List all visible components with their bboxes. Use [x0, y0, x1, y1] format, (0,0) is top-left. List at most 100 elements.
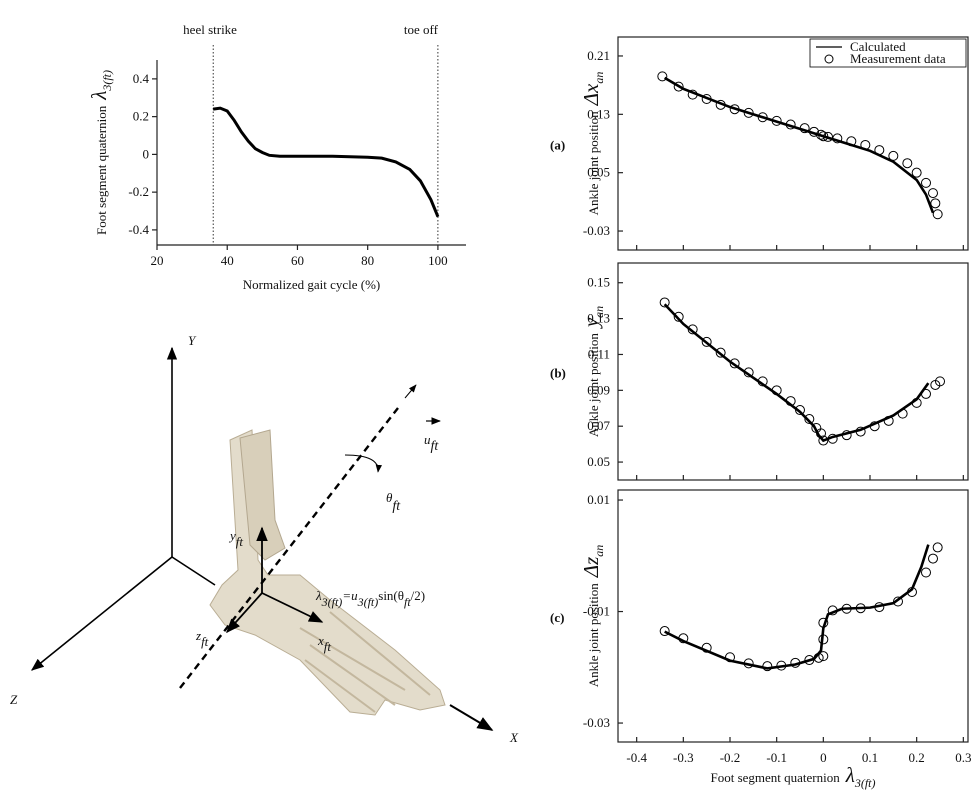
axis-label: Foot segment quaternion λ3(ft): [87, 70, 114, 235]
y-tick-label: 0.2: [133, 109, 149, 124]
data-line: [663, 303, 930, 443]
x-tick-label: 0.2: [909, 750, 925, 765]
data-point: [935, 376, 945, 387]
plot-frame: [617, 489, 969, 743]
symbol: θ: [386, 490, 393, 505]
data-point: [921, 567, 931, 578]
data-point: [902, 158, 913, 169]
data-point: [729, 358, 740, 369]
eq-part: 3(ft): [321, 595, 343, 609]
panel-label: (c): [550, 610, 564, 625]
data-point: [687, 89, 698, 100]
foot-bones: [209, 429, 446, 716]
data-point: [841, 603, 852, 614]
rotation-axis-arrow: [404, 384, 417, 399]
label-text: Ankle joint position: [586, 583, 601, 688]
data-point: [855, 603, 866, 614]
eq-part: 3(ft): [357, 595, 379, 609]
local-z-label: zft: [195, 628, 209, 649]
data-point: [883, 415, 894, 426]
y-tick-label: -0.03: [583, 715, 610, 730]
local-x-label: xft: [317, 633, 331, 654]
data-line: [664, 544, 930, 670]
y-tick-label: 0.4: [133, 71, 150, 86]
data-point: [818, 634, 829, 645]
y-axis-label: Y: [188, 333, 197, 348]
x-axis-line: [171, 556, 216, 586]
data-point: [930, 198, 941, 209]
eq-part: /2): [411, 588, 425, 603]
legend-swatch: [824, 54, 834, 64]
x-tick-label: -0.2: [720, 750, 741, 765]
subscript: ft: [324, 639, 332, 654]
data-point: [757, 112, 768, 123]
x-axis-label: Normalized gait cycle (%): [243, 277, 381, 292]
data-point: [804, 414, 815, 425]
y-tick-label: 0.09: [587, 382, 610, 397]
data-point: [818, 651, 829, 662]
subscript: ft: [201, 634, 209, 649]
data-point: [841, 430, 852, 441]
data-point: [659, 297, 670, 308]
y-tick-label: 0.13: [587, 311, 610, 326]
data-point: [818, 435, 829, 446]
data-point: [715, 99, 726, 110]
legend-label: Calculated: [850, 39, 906, 54]
local-x-arrow: [261, 592, 324, 623]
data-point: [888, 150, 899, 161]
data-point: [757, 376, 768, 387]
data-point: [928, 553, 938, 564]
subscript: ft: [392, 499, 401, 514]
label-symbol: λ: [845, 763, 855, 787]
x-tick-label: 40: [221, 253, 234, 268]
data-point: [855, 426, 866, 437]
data-point: [921, 388, 931, 399]
data-point: [657, 71, 668, 82]
label-subscript: an: [592, 545, 606, 557]
tibia: [239, 429, 286, 561]
z-axis-label: Z: [10, 692, 18, 707]
data-point: [846, 136, 857, 147]
y-tick-label: 0.13: [587, 106, 610, 121]
rotation-arrow: [344, 454, 383, 473]
annotation-text: toe off: [404, 22, 439, 37]
data-point: [804, 655, 815, 666]
axis-label: Ankle joint position Δxan: [579, 72, 606, 216]
data-point: [827, 433, 838, 444]
data-point: [785, 119, 796, 130]
data-point: [827, 605, 838, 616]
data-point: [687, 324, 698, 335]
label-subscript: 3(ft): [100, 70, 114, 92]
symbol: u: [424, 432, 431, 447]
label-symbol: Δz: [579, 557, 603, 579]
local-y-label: yft: [228, 528, 243, 549]
data-point: [785, 396, 796, 407]
data-point: [809, 126, 819, 137]
data-point: [874, 145, 885, 156]
data-point: [818, 131, 829, 142]
x-tick-label: -0.4: [626, 750, 647, 765]
data-point: [823, 131, 833, 142]
panel-label: (b): [550, 366, 566, 381]
data-point: [729, 104, 740, 115]
axis-label: Foot segment quaternion λ3(ft): [710, 763, 875, 790]
data-point: [897, 408, 908, 419]
data-point: [932, 542, 943, 553]
y-tick-label: 0.15: [587, 275, 610, 290]
x-tick-label: 20: [151, 253, 164, 268]
data-point: [932, 209, 943, 220]
label-text: Ankle joint position: [586, 333, 601, 438]
z-axis-arrow: [31, 556, 173, 671]
data-point: [790, 657, 801, 668]
x-axis-arrow: [449, 704, 494, 731]
data-point: [921, 177, 931, 188]
data-point: [701, 94, 712, 105]
label-subscript: 3(ft): [854, 776, 876, 790]
x-tick-label: 0.1: [862, 750, 878, 765]
data-point: [911, 397, 922, 408]
data-point: [776, 660, 787, 671]
y-tick-label: 0.21: [587, 48, 610, 63]
y-tick-label: 0.01: [587, 492, 610, 507]
data-point: [816, 428, 826, 439]
